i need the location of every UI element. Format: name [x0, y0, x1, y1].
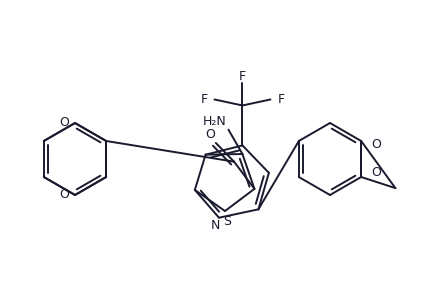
Text: F: F — [277, 93, 285, 106]
Text: H₂N: H₂N — [203, 115, 226, 128]
Text: N: N — [210, 219, 220, 232]
Text: O: O — [205, 129, 215, 141]
Text: O: O — [59, 116, 69, 130]
Text: O: O — [371, 167, 381, 179]
Text: S: S — [223, 215, 231, 227]
Text: O: O — [59, 188, 69, 202]
Text: F: F — [200, 93, 208, 106]
Text: O: O — [371, 139, 381, 151]
Text: F: F — [239, 70, 246, 83]
